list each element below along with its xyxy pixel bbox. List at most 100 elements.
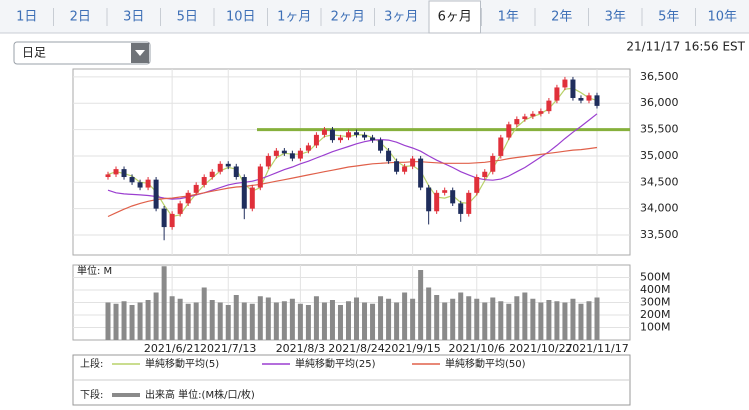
legend-label: 単純移動平均(25) (295, 357, 376, 370)
tab-label[interactable]: 5年 (658, 10, 679, 25)
volume-bar (426, 287, 432, 340)
volume-bar (313, 296, 319, 340)
legend-label: 単純移動平均(5) (145, 357, 219, 370)
tab[interactable] (536, 3, 588, 32)
candle-body (394, 161, 400, 172)
tab[interactable] (54, 3, 107, 32)
tab[interactable] (268, 3, 321, 32)
tab-label[interactable]: 10日 (226, 10, 256, 25)
candle-body (129, 177, 135, 183)
y-tick-label: 36,500 (640, 70, 679, 83)
tab-label[interactable]: 2年 (551, 10, 572, 25)
candle-body (434, 192, 440, 212)
tab[interactable] (1, 3, 53, 32)
x-tick-label: 2021/7/13 (200, 342, 256, 355)
candle-body (370, 137, 376, 141)
candle-body (321, 129, 327, 135)
volume-bar (273, 302, 279, 340)
tabs: 1日 2日 3日 5日 10日 1ヶ月 2ヶ月 3ヶ月 6ヶ月 1年 2年 3年 5年 10年 (1, 0, 749, 34)
tab-label[interactable]: 6ヶ月 (438, 10, 472, 25)
volume-bar (169, 296, 175, 340)
volume-bar (201, 287, 207, 340)
tab-label[interactable]: 2日 (70, 10, 91, 25)
volume-bar (506, 303, 512, 340)
candle-body (458, 203, 464, 214)
x-tick-label: 2021/8/3 (276, 342, 325, 355)
y-tick-label: 500M (640, 271, 671, 284)
candle-body (514, 119, 520, 125)
candle-body (378, 140, 384, 151)
volume-bar (321, 302, 327, 340)
tab[interactable] (215, 3, 267, 32)
candle-body (578, 97, 584, 101)
tab-label[interactable]: 3年 (605, 10, 626, 25)
tab[interactable] (589, 3, 642, 32)
candle-body (354, 132, 360, 135)
tab[interactable] (322, 3, 374, 32)
legend-row-label: 下段: (80, 388, 103, 401)
y-tick-label: 100M (640, 321, 671, 334)
volume-bar (129, 305, 135, 340)
volume-bar (161, 266, 167, 340)
candle-body (153, 179, 159, 209)
tab-label[interactable]: 2ヶ月 (331, 10, 365, 25)
candle-body (418, 158, 424, 188)
tab-label[interactable]: 1日 (16, 10, 37, 25)
volume-bar (337, 305, 343, 340)
tab[interactable] (428, 0, 481, 34)
x-tick-label: 2021/9/15 (384, 342, 440, 355)
dropdown[interactable] (13, 41, 151, 65)
volume-bar (482, 302, 488, 340)
tab[interactable] (696, 3, 749, 32)
volume-bar (329, 300, 335, 340)
candle-body (482, 171, 488, 178)
volume-bar (442, 302, 448, 340)
timestamp: 21/11/17 16:56 EST (626, 40, 745, 54)
legend-label: 出来高 単位:(M株/口/枚) (145, 388, 255, 401)
tab[interactable] (375, 3, 428, 32)
volume-bar (105, 302, 111, 340)
volume-bar (434, 295, 440, 340)
candle-body (209, 171, 215, 178)
tab-label[interactable]: 1ヶ月 (277, 10, 311, 25)
tab[interactable] (643, 3, 695, 32)
candle-body (161, 208, 167, 228)
candle-body (313, 134, 319, 146)
tab-label[interactable]: 10年 (707, 10, 737, 25)
volume-bar (137, 302, 143, 340)
volume-bar (402, 292, 408, 340)
tab[interactable] (108, 3, 160, 32)
candle-body (225, 163, 231, 167)
tab-label[interactable]: 3日 (123, 10, 144, 25)
volume-bar (121, 301, 127, 340)
volume-bar (410, 298, 416, 340)
volume-bar (378, 296, 384, 340)
volume-bar (594, 297, 600, 340)
volume-bar (586, 301, 592, 340)
volume-bar (474, 298, 480, 340)
volume-bar (538, 302, 544, 340)
volume-bar (257, 296, 263, 340)
x-tick-label: 2021/8/24 (328, 342, 384, 355)
volume-bar (345, 301, 351, 340)
candle-body (498, 137, 504, 156)
volume-bar (249, 303, 255, 340)
candle-body (305, 145, 311, 151)
tab-label[interactable]: 1年 (498, 10, 519, 25)
candle-body (570, 79, 576, 98)
y-tick-label: 34,000 (640, 202, 679, 215)
tab[interactable] (161, 3, 214, 32)
volume-bar (145, 300, 151, 340)
volume-bar (570, 298, 576, 340)
tab[interactable] (482, 3, 535, 32)
volume-bar (466, 296, 472, 340)
volume-bar (153, 292, 159, 340)
volume-bar (562, 302, 568, 340)
tab-label[interactable]: 5日 (177, 10, 198, 25)
candle-body (105, 174, 111, 178)
candle-body (450, 190, 456, 204)
candle-body (265, 155, 271, 167)
tab-label[interactable]: 3ヶ月 (384, 10, 418, 25)
volume-bar (522, 292, 528, 340)
